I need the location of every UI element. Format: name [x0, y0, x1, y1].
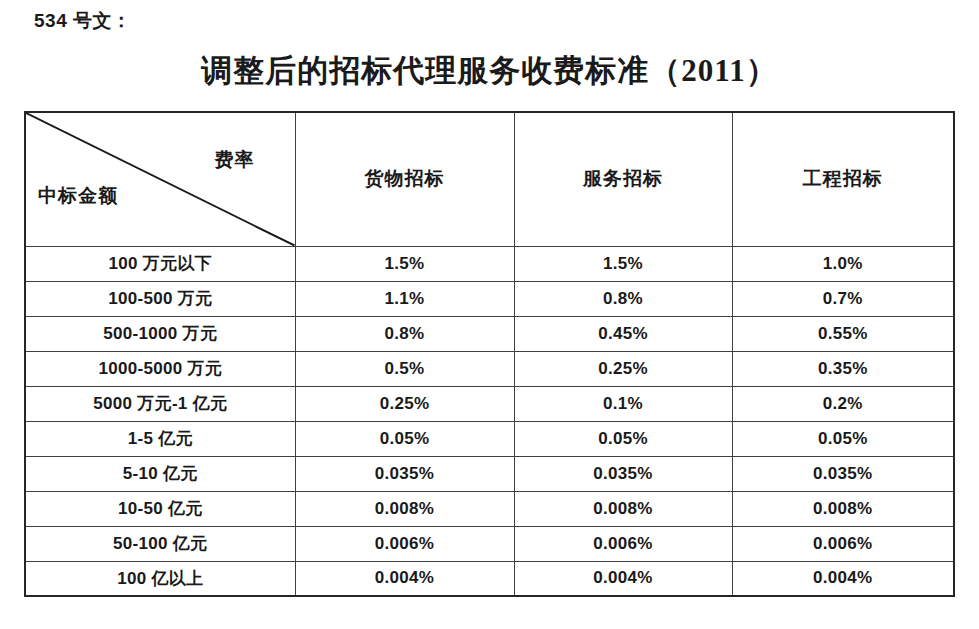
- rate-cell: 0.5%: [295, 351, 514, 386]
- col-header-engineering: 工程招标: [732, 112, 954, 246]
- page-title: 调整后的招标代理服务收费标准（2011）: [0, 50, 979, 92]
- rate-cell: 0.25%: [295, 386, 514, 421]
- amount-cell: 100 亿以上: [25, 561, 295, 596]
- amount-cell: 500-1000 万元: [25, 316, 295, 351]
- table-row: 500-1000 万元 0.8% 0.45% 0.55%: [25, 316, 954, 351]
- col-header-service: 服务招标: [514, 112, 732, 246]
- rate-cell: 0.008%: [295, 491, 514, 526]
- amount-cell: 5-10 亿元: [25, 456, 295, 491]
- rate-cell: 0.035%: [732, 456, 954, 491]
- rate-cell: 0.004%: [295, 561, 514, 596]
- fee-rate-table: 费率 中标金额 货物招标 服务招标 工程招标 100 万元以下 1.5% 1.5…: [24, 111, 955, 597]
- table-row: 1000-5000 万元 0.5% 0.25% 0.35%: [25, 351, 954, 386]
- rate-cell: 0.8%: [514, 281, 732, 316]
- table-row: 5000 万元-1 亿元 0.25% 0.1% 0.2%: [25, 386, 954, 421]
- amount-cell: 100 万元以下: [25, 246, 295, 281]
- table-row: 100-500 万元 1.1% 0.8% 0.7%: [25, 281, 954, 316]
- table-row: 10-50 亿元 0.008% 0.008% 0.008%: [25, 491, 954, 526]
- table-row: 100 万元以下 1.5% 1.5% 1.0%: [25, 246, 954, 281]
- rate-cell: 0.004%: [514, 561, 732, 596]
- rate-cell: 0.008%: [514, 491, 732, 526]
- rate-cell: 0.006%: [295, 526, 514, 561]
- rate-cell: 0.006%: [514, 526, 732, 561]
- table-header-row: 费率 中标金额 货物招标 服务招标 工程招标: [25, 112, 954, 246]
- rate-cell: 0.035%: [514, 456, 732, 491]
- rate-cell: 0.05%: [514, 421, 732, 456]
- rate-cell: 0.35%: [732, 351, 954, 386]
- col-header-goods: 货物招标: [295, 112, 514, 246]
- amount-cell: 1-5 亿元: [25, 421, 295, 456]
- amount-cell: 1000-5000 万元: [25, 351, 295, 386]
- rate-cell: 0.006%: [732, 526, 954, 561]
- rate-cell: 0.8%: [295, 316, 514, 351]
- table-row: 5-10 亿元 0.035% 0.035% 0.035%: [25, 456, 954, 491]
- amount-cell: 50-100 亿元: [25, 526, 295, 561]
- rate-cell: 0.05%: [295, 421, 514, 456]
- rate-cell: 0.45%: [514, 316, 732, 351]
- corner-label-amount: 中标金额: [38, 183, 118, 209]
- rate-cell: 0.25%: [514, 351, 732, 386]
- rate-cell: 0.1%: [514, 386, 732, 421]
- document-number-label: 534 号文：: [34, 8, 131, 34]
- rate-cell: 0.2%: [732, 386, 954, 421]
- rate-cell: 1.5%: [514, 246, 732, 281]
- rate-cell: 1.5%: [295, 246, 514, 281]
- corner-header-cell: 费率 中标金额: [25, 112, 295, 246]
- rate-cell: 0.008%: [732, 491, 954, 526]
- diagonal-line: [26, 113, 295, 246]
- amount-cell: 10-50 亿元: [25, 491, 295, 526]
- amount-cell: 5000 万元-1 亿元: [25, 386, 295, 421]
- corner-label-rate: 费率: [215, 147, 255, 173]
- rate-cell: 0.004%: [732, 561, 954, 596]
- rate-cell: 1.1%: [295, 281, 514, 316]
- amount-cell: 100-500 万元: [25, 281, 295, 316]
- rate-cell: 0.05%: [732, 421, 954, 456]
- rate-cell: 0.7%: [732, 281, 954, 316]
- rate-cell: 1.0%: [732, 246, 954, 281]
- table-row: 100 亿以上 0.004% 0.004% 0.004%: [25, 561, 954, 596]
- rate-cell: 0.55%: [732, 316, 954, 351]
- table-row: 50-100 亿元 0.006% 0.006% 0.006%: [25, 526, 954, 561]
- table-row: 1-5 亿元 0.05% 0.05% 0.05%: [25, 421, 954, 456]
- rate-cell: 0.035%: [295, 456, 514, 491]
